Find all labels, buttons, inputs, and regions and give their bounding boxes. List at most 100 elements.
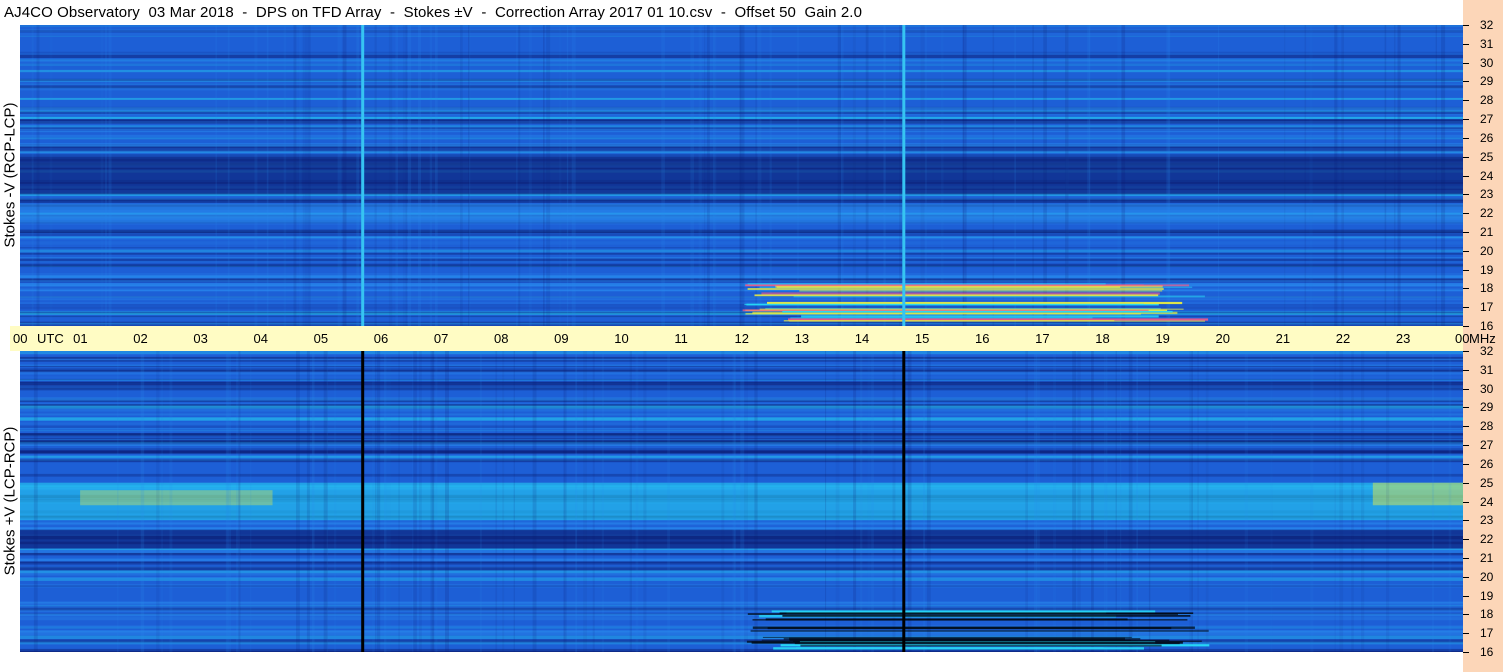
heatmap-column (744, 351, 748, 652)
heatmap-row (20, 288, 1463, 291)
heatmap-column (432, 351, 435, 652)
heatmap-column (398, 351, 400, 652)
heatmap-column (1435, 25, 1437, 326)
heatmap-column (306, 351, 310, 652)
event-line (902, 351, 906, 652)
heatmap-column (1334, 25, 1339, 326)
heatmap-column (941, 25, 944, 326)
heatmap-row (20, 35, 1463, 37)
mhz-tick (1463, 577, 1469, 578)
heatmap-column (543, 25, 545, 326)
heatmap-row (20, 277, 1463, 280)
heatmap-column (629, 351, 632, 652)
heatmap-column (837, 25, 841, 326)
heatmap-column (825, 351, 827, 652)
mhz-tick-label: 28 (1480, 93, 1494, 108)
mhz-tick (1463, 596, 1469, 597)
heatmap-row (20, 577, 1463, 579)
heatmap-row (20, 247, 1463, 249)
heatmap-column (1032, 25, 1034, 326)
heatmap-row (20, 387, 1463, 390)
mhz-tick-label: 25 (1480, 475, 1494, 490)
heatmap-row (20, 199, 1463, 203)
heatmap-column (236, 351, 240, 652)
utc-tick-label: 02 (133, 331, 148, 346)
mhz-tick (1463, 483, 1469, 484)
ylabel-bottom: Stokes +V (LCP-RCP) (1, 426, 19, 576)
heatmap-column (853, 351, 857, 652)
heatmap-row (20, 263, 1463, 268)
mhz-tick-label: 32 (1480, 344, 1494, 358)
heatmap-top (20, 25, 1463, 326)
utc-tick-label: 04 (253, 331, 268, 346)
heatmap-column (1120, 351, 1122, 652)
heatmap-column (841, 25, 844, 326)
heatmap-column (1386, 351, 1390, 652)
heatmap-row (20, 459, 1463, 463)
heatmap-column (841, 25, 843, 326)
heatmap-row (20, 283, 1463, 287)
mhz-tick (1463, 44, 1469, 45)
heatmap-row (20, 613, 1463, 615)
mhz-tick (1463, 464, 1469, 465)
heatmap-row (20, 125, 1463, 128)
utc-tick-label: 21 (1275, 331, 1291, 346)
bright-band-highlight (80, 490, 273, 506)
heatmap-row (20, 312, 1463, 315)
heatmap-row (20, 369, 1463, 373)
mhz-axis-label: MHz (1469, 331, 1496, 346)
mhz-tick-label: 28 (1480, 419, 1494, 434)
mhz-tick-label: 18 (1480, 281, 1494, 296)
heatmap-column (754, 351, 758, 652)
heatmap-row (20, 230, 1463, 233)
mhz-tick (1463, 326, 1469, 327)
mhz-tick (1463, 445, 1469, 446)
heatmap-row (20, 381, 1463, 384)
utc-tick-label: 18 (1095, 331, 1110, 346)
utc-tick-label: 12 (734, 331, 749, 346)
heatmap-column (226, 351, 229, 652)
heatmap-row (20, 324, 1463, 326)
heatmap-column (732, 351, 737, 652)
heatmap-column (871, 351, 874, 652)
chart-title: AJ4CO Observatory 03 Mar 2018 - DPS on T… (4, 4, 863, 21)
heatmap-column (923, 351, 926, 652)
heatmap-column (698, 25, 702, 326)
mhz-tick-label: 21 (1480, 550, 1494, 565)
mhz-tick-label: 32 (1480, 18, 1494, 32)
burst-streak (762, 636, 1132, 638)
heatmap-row (20, 528, 1463, 530)
heatmap-column (852, 25, 856, 326)
heatmap-column (161, 351, 164, 652)
heatmap-row (20, 108, 1463, 112)
heatmap-row (20, 379, 1463, 381)
heatmap-column (1053, 351, 1057, 652)
heatmap-row (20, 404, 1463, 408)
mhz-tick (1463, 232, 1469, 233)
heatmap-row (20, 280, 1463, 282)
mhz-tick (1463, 426, 1469, 427)
heatmap-row (20, 406, 1463, 409)
heatmap-column (418, 25, 421, 326)
heatmap-row (20, 193, 1463, 197)
heatmap-column (215, 25, 217, 326)
heatmap-column (302, 25, 305, 326)
heatmap-row (20, 553, 1463, 555)
heatmap-column (532, 351, 537, 652)
heatmap-row (20, 241, 1463, 245)
heatmap-row (20, 369, 1463, 371)
heatmap-row (20, 283, 1463, 286)
heatmap-column (907, 351, 912, 652)
heatmap-column (962, 25, 967, 326)
heatmap-column (1341, 25, 1344, 326)
heatmap-row (20, 441, 1463, 443)
heatmap-column (1384, 25, 1387, 326)
burst-streak (744, 303, 1144, 306)
mhz-tick-label: 30 (1480, 55, 1494, 70)
heatmap-row (20, 617, 1463, 621)
mhz-tick (1463, 81, 1469, 82)
heatmap-row (20, 626, 1463, 629)
heatmap-column (356, 25, 360, 326)
heatmap-bottom (20, 351, 1463, 652)
mhz-tick-label: 23 (1480, 513, 1494, 528)
